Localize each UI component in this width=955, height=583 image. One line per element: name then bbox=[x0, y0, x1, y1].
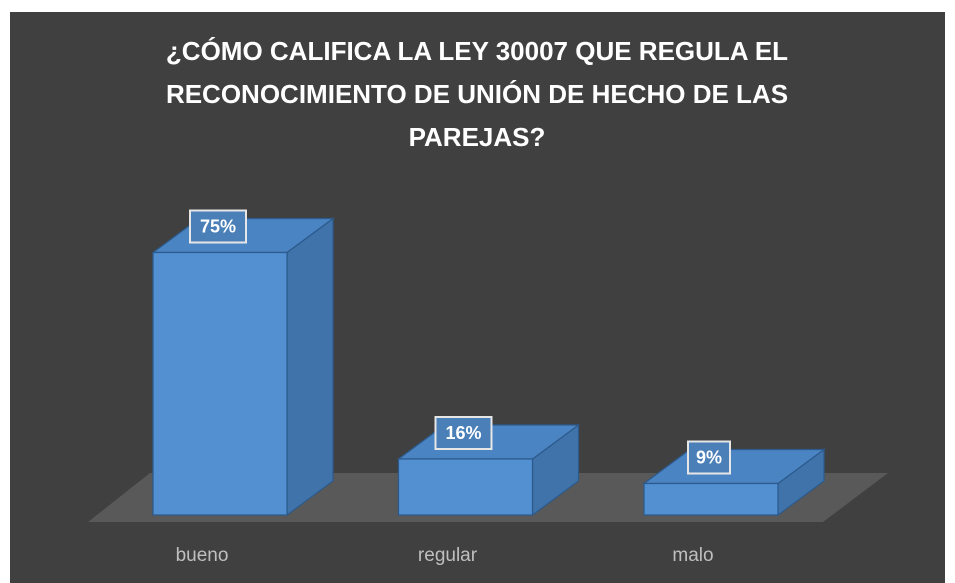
chart-title: ¿CÓMO CALIFICA LA LEY 30007 QUE REGULA E… bbox=[165, 36, 789, 152]
bar bbox=[397, 458, 534, 516]
data-label-box bbox=[189, 209, 247, 244]
data-label: 75% bbox=[200, 216, 236, 236]
data-label: 9% bbox=[696, 447, 722, 467]
bar-side bbox=[286, 217, 334, 517]
bar bbox=[152, 251, 288, 516]
data-label: 16% bbox=[445, 423, 481, 443]
bar bbox=[643, 482, 779, 516]
data-label-box bbox=[687, 440, 731, 475]
x-tick-label: malo bbox=[672, 545, 713, 566]
x-tick-label: regular bbox=[418, 545, 478, 566]
x-tick-label: bueno bbox=[176, 545, 229, 566]
data-label-box bbox=[434, 416, 493, 450]
